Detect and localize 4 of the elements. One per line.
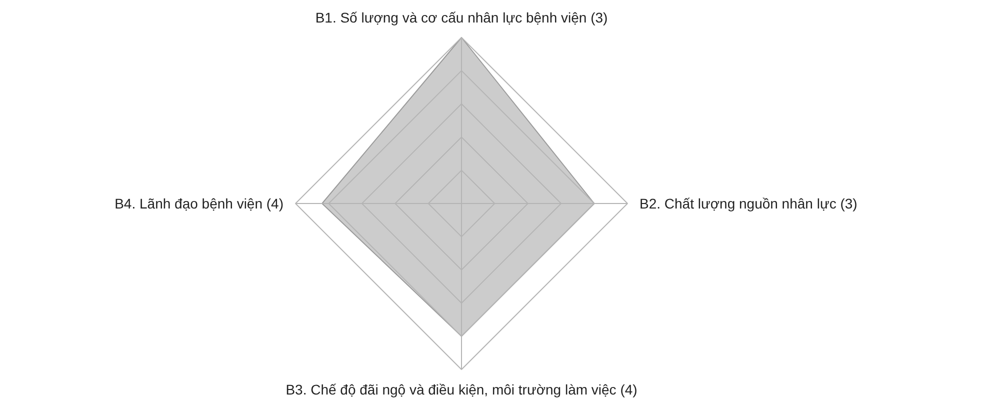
spoke-label: B1. Số lượng và cơ cấu nhân lực bệnh viện (3) <box>315 10 608 26</box>
spoke-label: B3. Chế độ đãi ngộ và điều kiện, môi trường làm việc (4) <box>286 382 638 398</box>
spoke-label: B4. Lãnh đạo bệnh viện (4) <box>114 196 284 212</box>
spoke-label: B2. Chất lượng nguồn nhân lực (3) <box>640 196 858 212</box>
